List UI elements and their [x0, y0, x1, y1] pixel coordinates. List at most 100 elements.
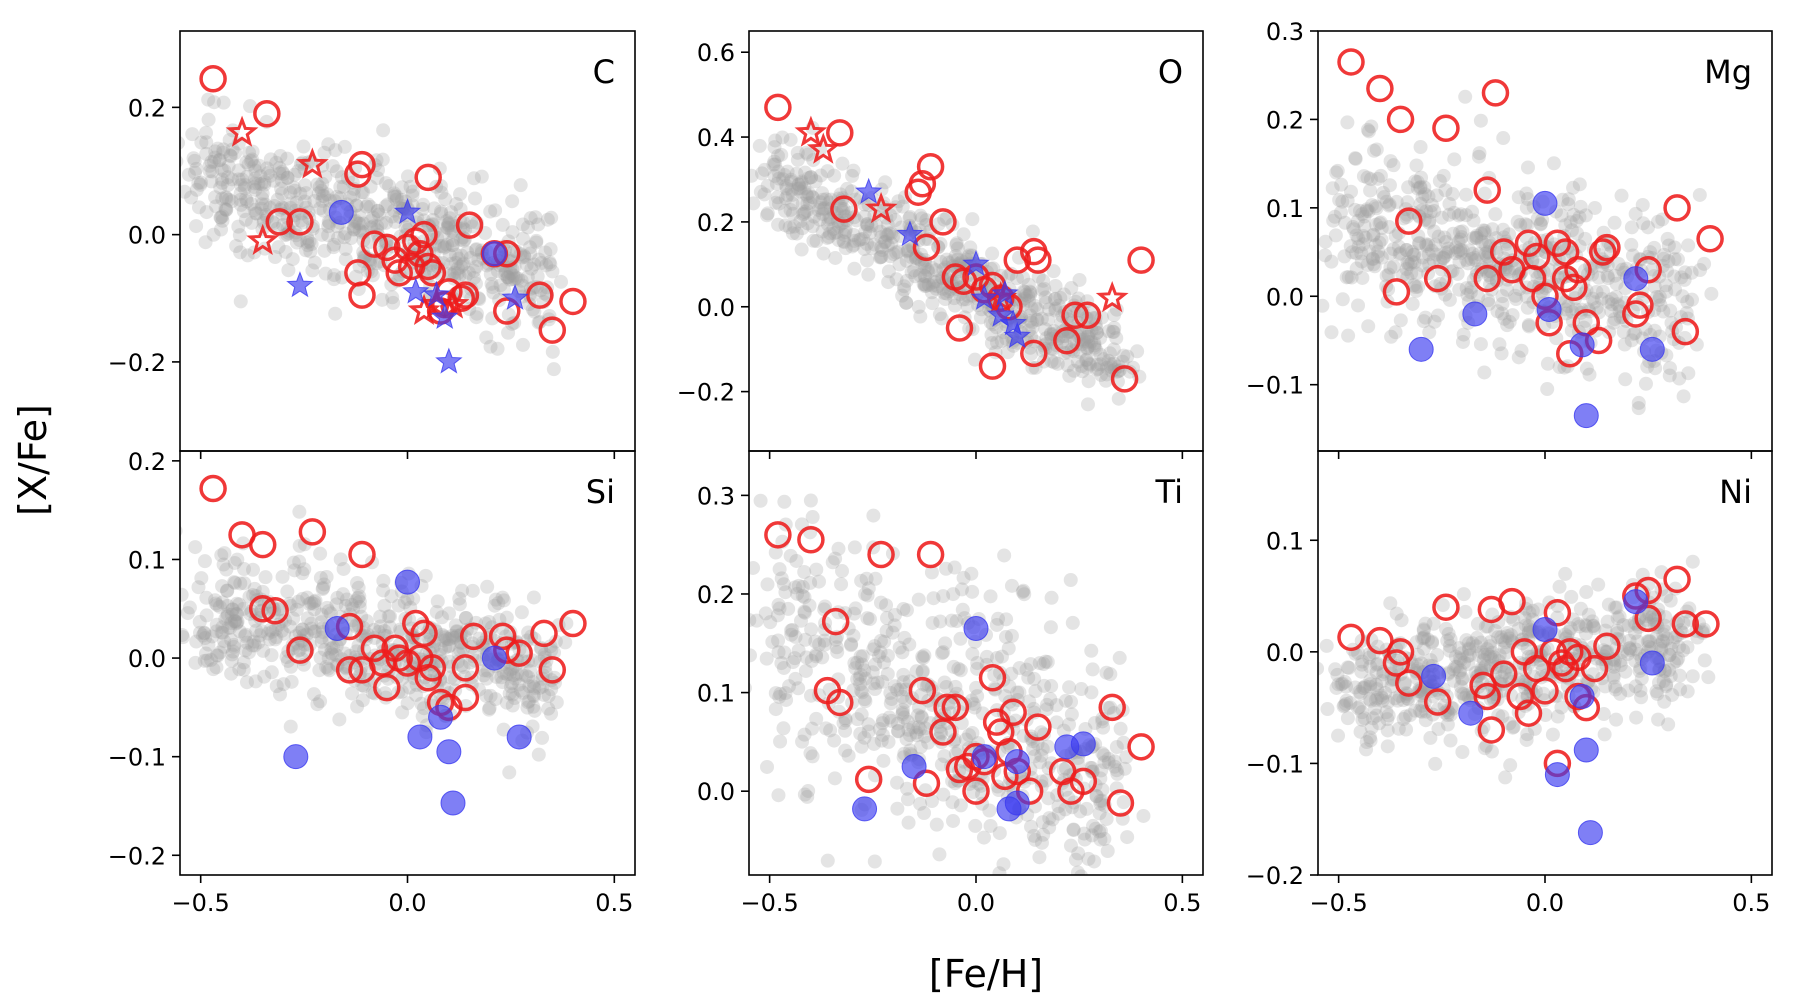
field-star-point — [1016, 284, 1031, 299]
field-star-point — [1061, 909, 1075, 923]
field-star-point — [1086, 818, 1101, 833]
field-star-point — [1356, 237, 1371, 252]
field-star-point — [1033, 755, 1048, 770]
field-star-point — [1357, 209, 1372, 224]
field-star-point — [1413, 140, 1428, 155]
field-star-point — [300, 611, 315, 626]
field-star-point — [1436, 168, 1451, 183]
field-star-point — [858, 671, 873, 686]
field-star-point — [1354, 254, 1369, 269]
field-star-point — [314, 630, 329, 645]
field-star-point — [1639, 612, 1654, 627]
field-star-point — [239, 194, 254, 209]
field-star-point — [331, 230, 346, 245]
field-star-point — [831, 233, 846, 248]
field-star-point — [278, 244, 293, 259]
open-circle-point — [1543, 229, 1572, 257]
field-star-point — [1628, 679, 1643, 694]
field-star-point — [857, 197, 872, 212]
field-star-point — [1058, 329, 1073, 344]
field-star-point — [876, 753, 891, 768]
field-star-point — [914, 709, 929, 724]
field-star-point — [1521, 319, 1536, 334]
field-star-point — [787, 651, 802, 666]
field-star-point — [1418, 310, 1433, 325]
field-star-point — [823, 723, 838, 738]
field-star-point — [300, 235, 315, 250]
field-star-point — [1520, 160, 1535, 175]
field-star-point — [1064, 694, 1079, 709]
field-star-point — [1618, 664, 1633, 679]
open-circle-point — [1589, 238, 1617, 266]
open-circle-point — [1020, 339, 1048, 368]
field-star-point — [1596, 643, 1611, 658]
field-star-point — [229, 238, 244, 253]
field-star-point — [1507, 261, 1522, 276]
field-star-point — [1478, 619, 1493, 634]
field-star-point — [1676, 389, 1691, 404]
field-star-point — [797, 181, 812, 196]
open-circle-point — [1593, 233, 1621, 262]
field-star-point — [1048, 278, 1063, 293]
field-star-point — [929, 281, 944, 296]
field-star-point — [444, 205, 459, 220]
field-star-point — [1096, 720, 1111, 735]
field-star-point — [1365, 251, 1380, 266]
field-star-point — [1455, 224, 1470, 239]
field-star-point — [753, 493, 768, 508]
field-star-point — [1495, 289, 1510, 304]
field-star-point — [542, 255, 557, 270]
field-star-point — [1655, 634, 1670, 649]
field-star-point — [487, 598, 502, 613]
field-star-point — [272, 166, 287, 181]
field-star-point — [297, 537, 312, 552]
field-star-point — [502, 765, 517, 780]
field-star-point — [1591, 270, 1606, 285]
field-star-point — [1036, 827, 1051, 842]
field-star-point — [286, 611, 301, 626]
field-star-point — [831, 219, 846, 234]
field-star-point — [444, 256, 459, 271]
field-star-point — [800, 216, 815, 231]
field-star-point — [1338, 215, 1353, 230]
field-star-point — [1357, 218, 1372, 233]
open-circle-point — [253, 99, 281, 128]
field-star-point — [1663, 669, 1678, 684]
field-star-point — [1607, 268, 1622, 283]
field-star-point — [914, 710, 929, 725]
field-star-point — [239, 155, 254, 170]
field-star-point — [501, 307, 516, 322]
field-star-point — [1032, 656, 1047, 671]
field-star-point — [1663, 303, 1678, 318]
field-star-point — [828, 551, 843, 566]
field-star-point — [1343, 239, 1358, 254]
field-star-point — [1087, 716, 1102, 731]
field-star-point — [1362, 692, 1377, 707]
field-star-point — [526, 590, 541, 605]
field-star-point — [872, 722, 887, 737]
field-star-point — [438, 192, 453, 207]
field-star-point — [778, 686, 793, 701]
field-star-point — [848, 661, 863, 676]
field-star-point — [1370, 656, 1385, 671]
field-star-point — [965, 726, 980, 741]
field-star-point — [835, 204, 850, 219]
open-circle-point — [1127, 246, 1155, 274]
field-star-point — [512, 677, 527, 692]
field-star-point — [352, 216, 367, 231]
field-star-point — [1640, 634, 1655, 649]
field-star-point — [345, 686, 360, 701]
open-circle-point — [1498, 587, 1526, 616]
field-star-point — [293, 186, 308, 201]
field-star-point — [287, 183, 302, 198]
field-star-point — [1397, 675, 1412, 690]
field-star-point — [351, 580, 366, 595]
red-star-point — [225, 115, 259, 147]
field-star-point — [1418, 713, 1433, 728]
y-tick-label: 0.2 — [1266, 106, 1304, 134]
field-star-point — [918, 721, 933, 736]
field-star-point — [189, 182, 204, 197]
field-star-point — [494, 670, 509, 685]
field-star-point — [1536, 686, 1551, 701]
field-star-point — [1600, 614, 1615, 629]
